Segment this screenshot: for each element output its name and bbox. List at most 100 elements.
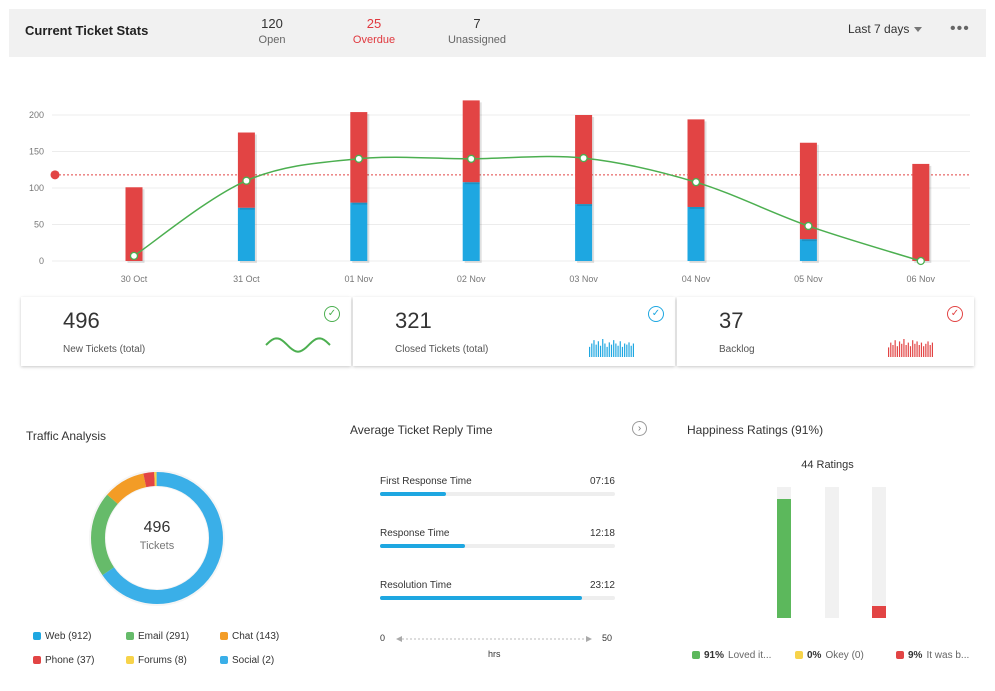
reply-row-first-response: First Response Time 07:16 (380, 476, 615, 496)
y-tick-label: 50 (34, 220, 44, 230)
sparkline-bar (602, 339, 604, 357)
rating-bar-loved[interactable] (777, 487, 791, 618)
bar-closed (350, 202, 368, 261)
sparkline-bar (903, 339, 905, 357)
card-new-tickets-value: 496 (63, 308, 100, 333)
bar-other (912, 163, 930, 261)
sparkline-bar (896, 346, 898, 357)
x-tick-label: 02 Nov (457, 274, 486, 284)
x-tick-label: 06 Nov (907, 274, 936, 284)
rating-legend-loved[interactable]: 91% Loved it... (692, 650, 771, 661)
trend-point (691, 178, 701, 187)
arrow-left-icon (396, 636, 402, 642)
card-closed-tickets[interactable]: 321 Closed Tickets (total) ✓ (353, 297, 675, 366)
sparkline-path (265, 337, 331, 353)
trend-point (916, 256, 925, 266)
rating-bar-fill (777, 498, 791, 618)
sparkline-bar (621, 346, 624, 357)
reply-progress-track (380, 596, 615, 600)
reply-axis-line (396, 636, 592, 642)
stat-unassigned[interactable]: 7 Unassigned (432, 16, 522, 46)
reply-row-label: Response Time (380, 528, 450, 539)
rating-bar-bad[interactable] (872, 487, 886, 618)
sparkline-bar (619, 341, 621, 357)
card-backlog-value: 37 (719, 308, 744, 333)
card-backlog-label: Backlog (719, 344, 755, 355)
sparkline-bar (916, 341, 918, 357)
rating-legend-okey[interactable]: 0% Okey (0) (795, 650, 864, 661)
bar-closed (687, 206, 705, 261)
rating-legend-label: It was b... (926, 650, 970, 661)
legend-web-label: Web (912) (45, 631, 92, 642)
stat-unassigned-value: 7 (473, 16, 481, 31)
legend-web-swatch (33, 632, 41, 640)
trend-point (129, 251, 139, 261)
legend-forums[interactable]: Forums (8) (126, 655, 187, 666)
sparkline-bar (907, 342, 909, 357)
rating-legend-pct: 91% (704, 650, 725, 661)
chevron-down-icon (914, 27, 923, 33)
trend-line (133, 155, 922, 262)
date-range-dropdown[interactable]: Last 7 days (848, 22, 923, 36)
sparkline-bar (898, 341, 901, 357)
backlog-sparkline (888, 339, 933, 357)
legend-phone-swatch (33, 656, 41, 664)
legend-forums-label: Forums (8) (138, 655, 187, 666)
legend-email-label: Email (291) (138, 631, 190, 642)
legend-chat-label: Chat (143) (232, 631, 280, 642)
bar-closed (237, 207, 255, 261)
card-closed-tickets-label: Closed Tickets (total) (395, 344, 489, 355)
sparkline-bar (905, 345, 907, 357)
sparkline-bar (628, 342, 630, 357)
card-new-tickets[interactable]: 496 New Tickets (total) ✓ (21, 297, 351, 366)
sparkline-bar (615, 343, 617, 357)
card-backlog[interactable]: 37 Backlog ✓ (677, 297, 974, 366)
more-options-icon[interactable]: ••• (950, 20, 970, 37)
stat-open[interactable]: 120 Open (227, 16, 317, 46)
legend-chat-swatch (220, 632, 228, 640)
sparkline-bar (890, 342, 892, 357)
sparkline-bar (929, 345, 931, 357)
sparkline-bar (912, 340, 914, 357)
bar-other (125, 187, 143, 261)
happiness-title: Happiness Ratings (91%) (687, 423, 824, 437)
legend-forums-swatch (126, 656, 134, 664)
y-tick-label: 150 (29, 147, 44, 157)
sparkline-bar (909, 346, 912, 357)
legend-email[interactable]: Email (291) (126, 631, 189, 642)
rating-legend-loved-swatch (692, 651, 700, 659)
legend-phone[interactable]: Phone (37) (33, 655, 94, 666)
legend-web[interactable]: Web (912) (33, 631, 92, 642)
rating-legend-bad[interactable]: 9% It was b... (896, 650, 969, 661)
ticket-trend-chart: 0 50 100 150 200 30 Oct 31 Oct 01 Nov 02 Nov 03 N… (29, 100, 970, 284)
chevron-right-icon[interactable]: › (632, 421, 647, 436)
closed-tickets-sparkline (589, 339, 634, 357)
sparkline-bar (610, 344, 613, 357)
bar-other (687, 119, 705, 207)
sparkline-bar (901, 343, 903, 357)
stat-overdue-value: 25 (366, 16, 382, 31)
legend-chat[interactable]: Chat (143) (220, 631, 279, 642)
legend-social-label: Social (2) (232, 655, 275, 666)
stat-overdue[interactable]: 25 Overdue (329, 16, 419, 46)
sparkline-bar (606, 346, 608, 357)
sparkline-bar (918, 345, 920, 357)
rating-legend-label: Okey (0) (825, 650, 864, 661)
stat-overdue-label: Overdue (352, 34, 396, 46)
reply-axis-unit: hrs (488, 649, 501, 659)
donut-segment-email (91, 472, 223, 604)
legend-social[interactable]: Social (2) (220, 655, 274, 666)
reply-row-time: 07:16 (589, 476, 615, 487)
stat-open-value: 120 (261, 16, 283, 31)
stat-unassigned-label: Unassigned (447, 34, 507, 46)
rating-bar-okey[interactable] (825, 487, 839, 618)
x-tick-label: 30 Oct (121, 274, 148, 284)
rating-legend-pct: 0% (807, 650, 822, 661)
sparkline-bar (630, 345, 632, 357)
sparkline-bar (920, 342, 923, 357)
sparkline-bar (927, 341, 929, 357)
sparkline-bar (626, 344, 628, 357)
y-tick-label: 200 (29, 110, 44, 120)
bar-other (462, 100, 480, 183)
ticket-stats-header: Current Ticket Stats 120 Open 25 Overdue… (9, 9, 986, 57)
